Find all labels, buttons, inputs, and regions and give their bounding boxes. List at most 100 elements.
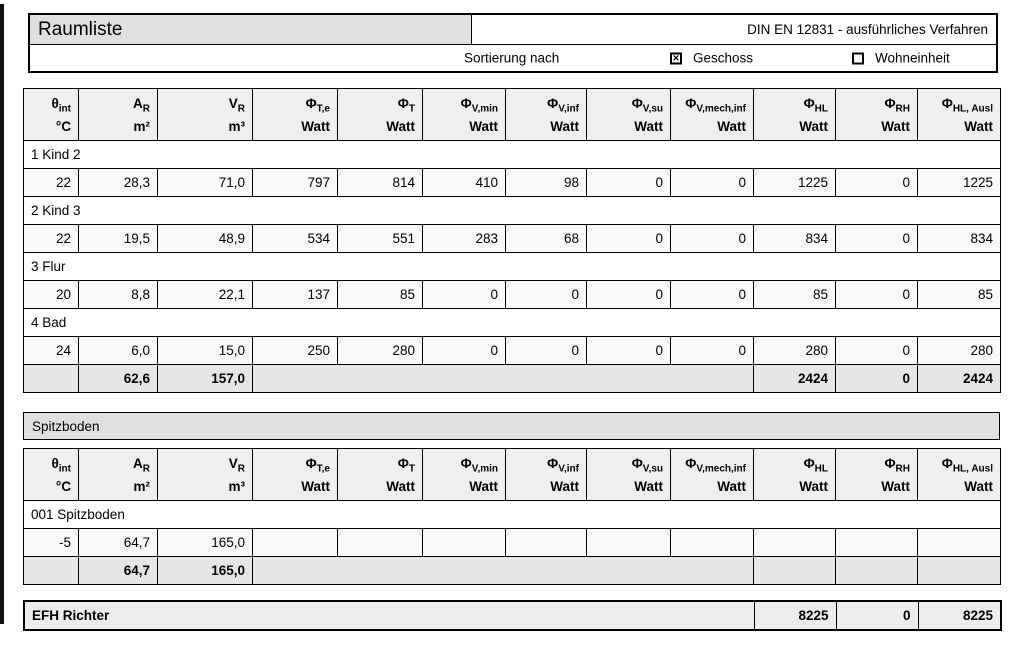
value-cell: 85 xyxy=(337,280,423,309)
value-cell: 24 xyxy=(23,336,79,365)
totals-area: 62,6 xyxy=(78,364,158,393)
standard-method-label: DIN EN 12831 - ausführliches Verfahren xyxy=(747,22,988,37)
column-header-r: VR m³ xyxy=(157,448,253,501)
building-phi-hl-ausl: 8225 xyxy=(917,600,1002,631)
sort-option-geschoss[interactable]: × Geschoss xyxy=(670,51,753,66)
value-cell: 280 xyxy=(337,336,423,365)
value-cell: 834 xyxy=(917,224,1001,253)
column-header-v-min: ΦV,min Watt xyxy=(422,88,506,141)
column-header-row: θint °C AR m² VR m³ ΦT,e Watt ΦT Watt ΦV,min Watt ΦV… xyxy=(23,448,1001,501)
value-cell: 797 xyxy=(252,168,338,197)
value-cell: 250 xyxy=(252,336,338,365)
column-header-v-su: ΦV,su Watt xyxy=(586,448,671,501)
value-cell: 0 xyxy=(586,224,671,253)
wohneinheit-label: Wohneinheit xyxy=(875,50,950,66)
room-name: 2 Kind 3 xyxy=(23,196,1001,225)
column-header-t: ΦT Watt xyxy=(337,448,423,501)
room-values-row: -5 64,7 165,0 xyxy=(23,528,1001,557)
column-header-hl-ausl: ΦHL, Ausl Watt xyxy=(917,88,1001,141)
totals-volume: 157,0 xyxy=(157,364,253,393)
value-cell: 1225 xyxy=(917,168,1001,197)
room-table-section-0: θint °C AR m² VR m³ ΦT,e Watt ΦT Watt ΦV,min Watt ΦV… xyxy=(23,88,1001,393)
value-cell xyxy=(917,528,1001,557)
column-header-row: θint °C AR m² VR m³ ΦT,e Watt ΦT Watt ΦV,min Watt ΦV… xyxy=(23,88,1001,141)
totals-phi-hl xyxy=(753,556,836,585)
geschoss-label: Geschoss xyxy=(693,50,754,66)
value-cell: 0 xyxy=(505,336,587,365)
value-cell: 0 xyxy=(670,168,754,197)
value-cell: 20 xyxy=(23,280,79,309)
sort-by-label: Sortierung nach xyxy=(464,50,560,66)
value-cell: 280 xyxy=(917,336,1001,365)
building-total-row: EFH Richter 8225 0 8225 xyxy=(23,600,1002,631)
totals-spacer xyxy=(252,364,754,393)
sort-option-wohneinheit[interactable]: Wohneinheit xyxy=(852,51,950,66)
value-cell: 410 xyxy=(422,168,506,197)
value-cell: 0 xyxy=(586,336,671,365)
room-name-row: 4 Bad xyxy=(23,308,1001,337)
totals-volume: 165,0 xyxy=(157,556,253,585)
room-name: 1 Kind 2 xyxy=(23,140,1001,169)
building-phi-hl: 8225 xyxy=(753,600,837,631)
totals-area: 64,7 xyxy=(78,556,158,585)
totals-phi-hl: 2424 xyxy=(753,364,836,393)
report-header-title-row: Raumliste DIN EN 12831 - ausführliches V… xyxy=(30,15,996,45)
value-cell: 0 xyxy=(670,336,754,365)
column-header-t: ΦT Watt xyxy=(337,88,423,141)
value-cell: 22,1 xyxy=(157,280,253,309)
room-values-row: 24 6,0 15,0 250 280 0 0 0 0 280 0 280 xyxy=(23,336,1001,365)
value-cell: 137 xyxy=(252,280,338,309)
value-cell xyxy=(422,528,506,557)
value-cell: 68 xyxy=(505,224,587,253)
column-header-v-inf: ΦV,inf Watt xyxy=(505,88,587,141)
room-values-row: 20 8,8 22,1 137 85 0 0 0 0 85 0 85 xyxy=(23,280,1001,309)
value-cell xyxy=(252,528,338,557)
room-name-row: 2 Kind 3 xyxy=(23,196,1001,225)
room-name-row: 1 Kind 2 xyxy=(23,140,1001,169)
column-header-hl: ΦHL Watt xyxy=(753,448,836,501)
value-cell: 0 xyxy=(422,280,506,309)
report-header: Raumliste DIN EN 12831 - ausführliches V… xyxy=(28,13,998,73)
totals-phi-rh xyxy=(835,556,918,585)
value-cell: 8,8 xyxy=(78,280,158,309)
room-table: θint °C AR m² VR m³ ΦT,e Watt ΦT Watt ΦV,min Watt ΦV… xyxy=(23,448,1001,585)
room-name: 001 Spitzboden xyxy=(23,500,1001,529)
totals-empty-cell xyxy=(23,364,79,393)
page-left-edge-bar xyxy=(0,4,4,624)
column-header-int: θint °C xyxy=(23,88,79,141)
column-header-v-min: ΦV,min Watt xyxy=(422,448,506,501)
room-name-row: 001 Spitzboden xyxy=(23,500,1001,529)
wohneinheit-checkbox-icon[interactable] xyxy=(852,52,864,64)
value-cell: 0 xyxy=(835,224,918,253)
value-cell: 15,0 xyxy=(157,336,253,365)
value-cell: 0 xyxy=(835,280,918,309)
value-cell: 165,0 xyxy=(157,528,253,557)
column-header-rh: ΦRH Watt xyxy=(835,448,918,501)
value-cell: 22 xyxy=(23,168,79,197)
value-cell: 0 xyxy=(670,224,754,253)
room-name: 3 Flur xyxy=(23,252,1001,281)
room-name: 4 Bad xyxy=(23,308,1001,337)
value-cell: 85 xyxy=(917,280,1001,309)
room-values-row: 22 19,5 48,9 534 551 283 68 0 0 834 0 834 xyxy=(23,224,1001,253)
geschoss-checkbox-icon[interactable]: × xyxy=(670,52,682,64)
value-cell: 48,9 xyxy=(157,224,253,253)
room-name-row: 3 Flur xyxy=(23,252,1001,281)
value-cell: 64,7 xyxy=(78,528,158,557)
totals-phi-rh: 0 xyxy=(835,364,918,393)
value-cell: 534 xyxy=(252,224,338,253)
value-cell: 814 xyxy=(337,168,423,197)
value-cell: 283 xyxy=(422,224,506,253)
value-cell xyxy=(337,528,423,557)
value-cell: 551 xyxy=(337,224,423,253)
page-title: Raumliste xyxy=(30,15,472,44)
column-header-rh: ΦRH Watt xyxy=(835,88,918,141)
column-header-t-e: ΦT,e Watt xyxy=(252,448,338,501)
value-cell: 85 xyxy=(753,280,836,309)
column-header-t-e: ΦT,e Watt xyxy=(252,88,338,141)
building-total-section: EFH Richter 8225 0 8225 xyxy=(23,600,1002,631)
column-header-hl-ausl: ΦHL, Ausl Watt xyxy=(917,448,1001,501)
value-cell xyxy=(586,528,671,557)
totals-phi-hl-ausl: 2424 xyxy=(917,364,1001,393)
value-cell: 1225 xyxy=(753,168,836,197)
